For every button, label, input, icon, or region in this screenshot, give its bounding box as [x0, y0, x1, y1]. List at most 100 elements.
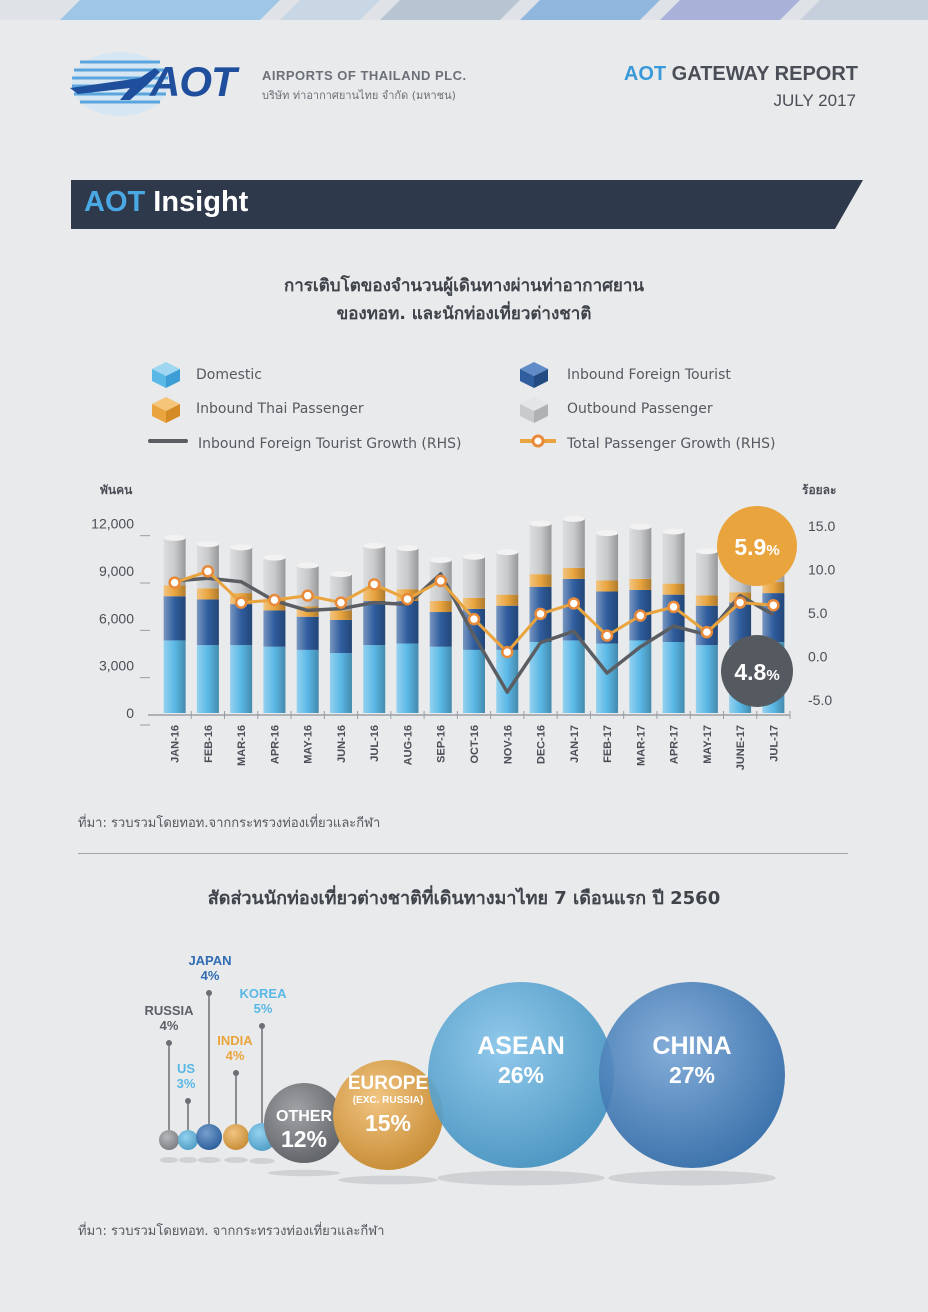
callout-foreign-growth-circle	[721, 635, 793, 707]
point-total-growth	[733, 596, 747, 609]
x-tick-label: MAY-17	[702, 725, 714, 764]
x-tick-label: JAN-16	[170, 725, 182, 763]
bar-domestic	[596, 643, 619, 713]
bubble-label-value: 4%	[160, 1018, 179, 1033]
bar-inbound-foreign-tourist	[196, 599, 219, 646]
bar-top-cap	[363, 542, 386, 549]
bubble-shadow	[224, 1157, 248, 1163]
chart2-title: สัดส่วนนักท่องเที่ยวต่างชาติที่เดินทางมา…	[207, 888, 721, 909]
callout-total-growth-circle	[717, 506, 797, 586]
bubble-leader-dot	[233, 1070, 239, 1076]
bar-inbound-thai-passenger	[496, 594, 519, 606]
legend-inbound-thai-icon	[152, 397, 180, 423]
point-total-growth	[600, 629, 614, 642]
bubble-leader-dot	[206, 990, 212, 996]
bar-top-cap	[263, 554, 286, 561]
y-left-tick-label: 12,000	[91, 516, 134, 532]
bubble-leader-dot	[259, 1023, 265, 1029]
x-tick-label: MAR-16	[236, 725, 248, 766]
report-title-rest: GATEWAY REPORT	[671, 63, 858, 85]
bar-domestic	[463, 649, 485, 713]
point-total-growth	[767, 598, 780, 612]
legend-outbound-label: Outbound Passenger	[567, 401, 713, 417]
bubble-label-name: KOREA	[240, 986, 288, 1001]
bubble-label-value: 26%	[498, 1062, 544, 1088]
bubble-shadow	[179, 1157, 197, 1163]
bubble-shadow	[338, 1175, 438, 1185]
bubble-circle	[223, 1124, 249, 1150]
bubble-circle	[159, 1130, 179, 1150]
bar-inbound-foreign-tourist	[363, 600, 386, 646]
bar-top-cap	[529, 520, 552, 527]
bar-top-cap	[496, 549, 519, 556]
bar-inbound-foreign-tourist	[396, 600, 419, 644]
bar-top-cap	[695, 548, 718, 555]
bar-inbound-thai-passenger	[662, 583, 685, 595]
bar-inbound-thai-passenger	[163, 585, 186, 597]
bar-inbound-foreign-tourist	[729, 602, 752, 646]
bar-top-cap	[662, 528, 685, 535]
bubble-label-name: ASEAN	[477, 1032, 565, 1060]
x-tick-label: FEB-17	[602, 725, 614, 763]
bar-domestic	[296, 649, 319, 713]
bubble-shadow	[197, 1157, 221, 1163]
bar-domestic	[263, 646, 286, 713]
point-total-growth	[234, 596, 248, 609]
y-left-unit: พันคน	[100, 483, 133, 497]
chart1-source: ที่มา: รวบรวมโดยทอท.จากกระทรวงท่องเที่ยว…	[78, 816, 381, 831]
bar-domestic	[396, 643, 419, 713]
y-left-tick-label: 9,000	[99, 563, 134, 579]
bubble-label-value: 27%	[669, 1062, 715, 1088]
section-title-aot: AOT	[84, 186, 146, 218]
callout-total-growth: 5.9%	[717, 506, 797, 586]
point-total-growth	[301, 589, 314, 602]
legend-foreign-growth-label: Inbound Foreign Tourist Growth (RHS)	[198, 436, 462, 452]
point-total-growth	[268, 593, 281, 607]
y-left-tick-label: 3,000	[99, 658, 134, 674]
bubble-label-name: OTHER	[276, 1108, 332, 1125]
aot-logo: AOT	[70, 48, 260, 122]
x-tick-label: APR-17	[669, 725, 681, 764]
x-tick-label: FEB-16	[203, 725, 215, 763]
x-tick-label: APR-16	[269, 725, 281, 764]
x-tick-label: MAR-17	[635, 725, 647, 766]
bar-inbound-thai-passenger	[329, 610, 352, 620]
point-total-growth	[667, 600, 680, 614]
bubble-circle	[333, 1060, 443, 1170]
bubble-circle	[599, 982, 785, 1168]
bar-outbound-passenger	[662, 531, 685, 584]
bar-outbound-passenger	[163, 537, 186, 586]
bar-top-cap	[629, 523, 652, 530]
legend-outbound-icon	[520, 397, 548, 423]
legend-domestic-label: Domestic	[196, 367, 262, 383]
bar-outbound-passenger	[596, 533, 619, 581]
x-tick-label: JUL-17	[768, 725, 780, 762]
bubble-label-name: CHINA	[652, 1032, 731, 1060]
bubble-label-name: RUSSIA	[144, 1003, 194, 1018]
legend-inbound-thai-label: Inbound Thai Passenger	[196, 401, 364, 417]
x-tick-label: JUN-16	[336, 725, 348, 763]
bar-inbound-foreign-tourist	[230, 604, 253, 646]
point-total-growth	[534, 607, 547, 621]
bubble-label-value: 5%	[254, 1001, 273, 1016]
bubble-shadow	[268, 1169, 340, 1177]
top-stripe-band	[0, 0, 928, 20]
y-right-tick-label: 5.0	[808, 605, 828, 621]
bar-inbound-foreign-tourist	[695, 605, 718, 646]
bubble-label-value: 15%	[365, 1110, 411, 1136]
bar-inbound-foreign-tourist	[496, 605, 519, 650]
bar-top-cap	[396, 545, 419, 552]
bar-inbound-foreign-tourist	[429, 612, 452, 647]
bar-top-cap	[562, 515, 585, 522]
bar-top-cap	[429, 556, 452, 563]
bar-outbound-passenger	[529, 523, 552, 575]
bar-top-cap	[596, 530, 619, 537]
point-total-growth	[434, 574, 447, 588]
tourist-share-bubbles: RUSSIA4%US3%JAPAN4%INDIA4%KOREA5%OTHER12…	[144, 953, 785, 1186]
y-right-tick-label: 10.0	[808, 562, 835, 578]
insight-banner	[71, 180, 863, 229]
bar-domestic	[496, 649, 519, 713]
